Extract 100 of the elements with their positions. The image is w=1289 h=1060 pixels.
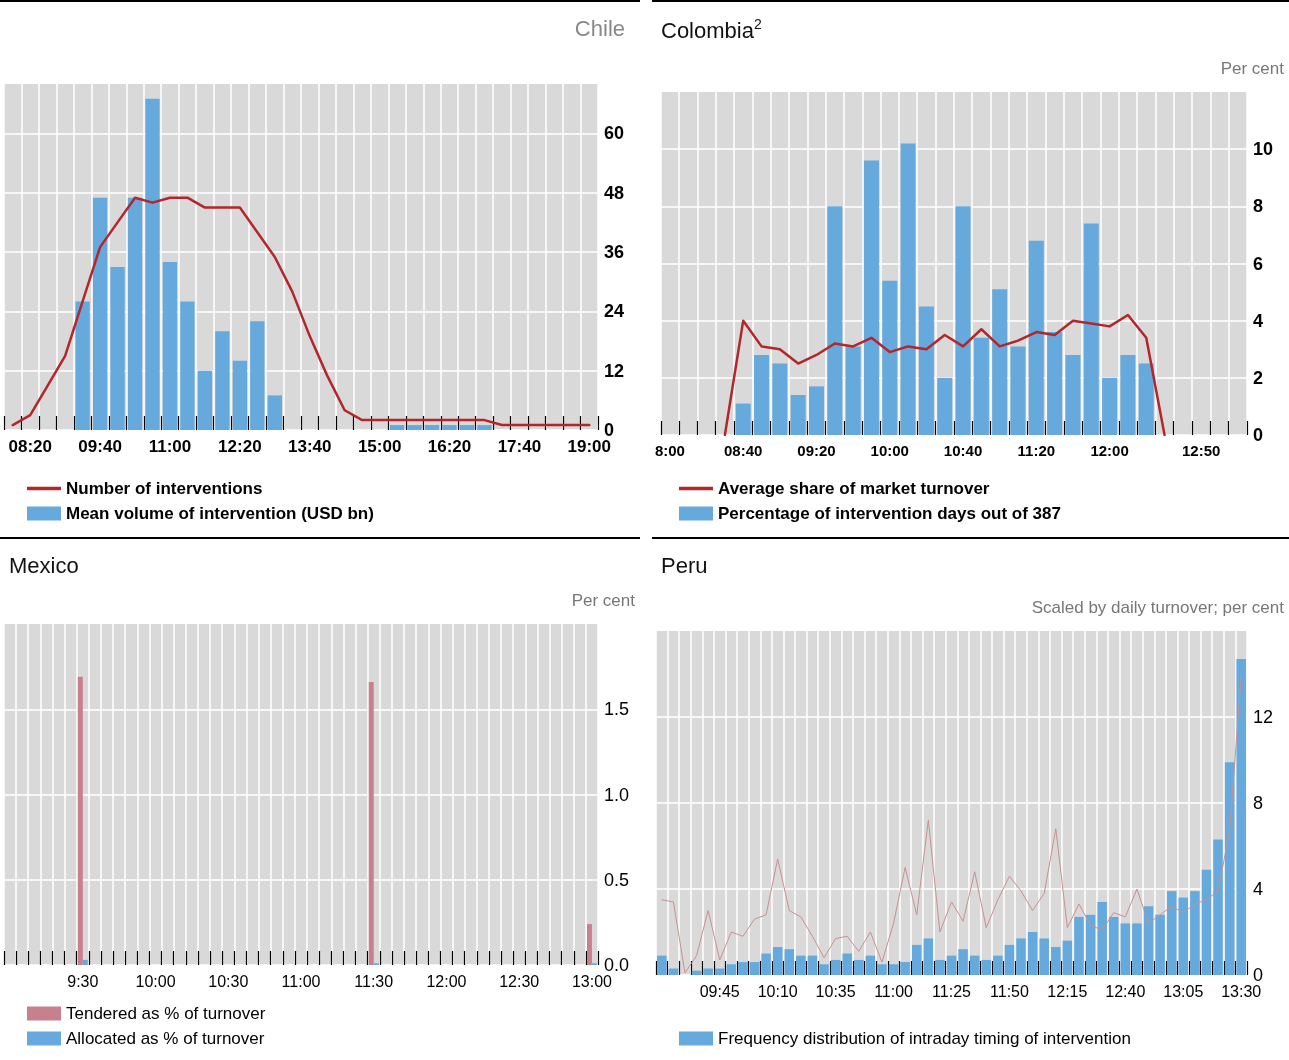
bar bbox=[1190, 891, 1200, 975]
bar bbox=[1039, 938, 1049, 975]
x-tick-label: 17:40 bbox=[497, 437, 542, 456]
y-axis-title: Per cent bbox=[571, 591, 636, 610]
bar bbox=[754, 354, 770, 435]
bar bbox=[368, 681, 374, 965]
legend-label: Tendered as % of turnover bbox=[66, 1004, 266, 1023]
bar bbox=[1097, 901, 1107, 975]
bar bbox=[935, 959, 945, 975]
x-tick-label: 12:15 bbox=[1047, 982, 1088, 1000]
y-tick-label: 10 bbox=[1253, 139, 1274, 160]
x-tick-label: 13:00 bbox=[571, 972, 613, 990]
bar bbox=[992, 289, 1008, 435]
bar bbox=[1028, 240, 1044, 435]
bar bbox=[459, 425, 475, 430]
bar bbox=[1065, 354, 1081, 435]
y-tick-label: 60 bbox=[604, 123, 625, 144]
x-tick-label: 19:00 bbox=[567, 437, 612, 456]
legend-label: Frequency distribution of intraday timing of intervention bbox=[718, 1029, 1131, 1048]
bar bbox=[1102, 377, 1118, 435]
x-tick-label: 11:00 bbox=[148, 437, 192, 456]
y-tick-label: 0 bbox=[1253, 425, 1264, 445]
y-tick-label: 12 bbox=[604, 360, 625, 381]
bar bbox=[1120, 923, 1131, 975]
bar bbox=[865, 955, 876, 975]
bar bbox=[946, 955, 957, 975]
x-tick-label: 11:20 bbox=[1017, 442, 1056, 459]
x-tick-label: 11:30 bbox=[354, 972, 394, 990]
y-axis-title: Per cent bbox=[1220, 59, 1285, 78]
bar bbox=[250, 321, 265, 430]
bar bbox=[877, 964, 887, 975]
bar bbox=[735, 403, 751, 435]
bar bbox=[937, 377, 953, 435]
y-axis-title: Scaled by daily turnover; per cent bbox=[1031, 598, 1285, 617]
y-tick-label: 1.0 bbox=[604, 784, 630, 805]
x-tick-label: 10:00 bbox=[135, 972, 176, 990]
x-tick-label: 12:40 bbox=[1105, 982, 1146, 1000]
x-tick-label: 12:50 bbox=[1182, 442, 1221, 459]
legend-label: Average share of market turnover bbox=[718, 479, 990, 498]
y-tick-label: 2 bbox=[1253, 367, 1264, 388]
y-tick-label: 0.0 bbox=[604, 955, 630, 975]
bar bbox=[1178, 897, 1189, 975]
bar bbox=[1083, 223, 1099, 435]
legend-label: Allocated as % of turnover bbox=[66, 1029, 265, 1048]
bar bbox=[1132, 923, 1142, 975]
bar bbox=[827, 206, 843, 435]
bar bbox=[1236, 658, 1246, 975]
bar bbox=[1138, 363, 1154, 435]
bar bbox=[267, 395, 282, 430]
x-tick-label: 09:45 bbox=[699, 982, 740, 1000]
x-tick-label: 12:00 bbox=[1090, 442, 1129, 459]
line-series bbox=[11, 196, 591, 427]
y-tick-label: 4 bbox=[1253, 310, 1264, 331]
bar bbox=[958, 949, 968, 975]
bar bbox=[424, 425, 440, 430]
line-series bbox=[661, 675, 1242, 974]
bar bbox=[882, 280, 898, 435]
x-tick-label: 13:40 bbox=[287, 437, 332, 456]
x-tick-label: 15:00 bbox=[357, 437, 402, 456]
bar bbox=[75, 301, 90, 430]
x-tick-label: 10:00 bbox=[870, 442, 909, 459]
bar bbox=[1143, 906, 1154, 975]
x-tick-label: 11:00 bbox=[281, 972, 321, 990]
bar bbox=[1085, 914, 1096, 975]
legend-label: Number of interventions bbox=[66, 479, 263, 498]
bar bbox=[703, 968, 713, 975]
bar bbox=[819, 964, 829, 975]
x-tick-label: 09:40 bbox=[78, 437, 122, 456]
y-tick-label: 8 bbox=[1253, 793, 1264, 813]
y-tick-label: 4 bbox=[1253, 879, 1264, 899]
bar bbox=[110, 266, 125, 430]
bar bbox=[477, 425, 492, 430]
bar bbox=[1166, 891, 1177, 975]
bar bbox=[657, 955, 667, 975]
bar bbox=[761, 953, 771, 975]
bar bbox=[790, 394, 806, 435]
bar bbox=[796, 955, 806, 975]
bar bbox=[389, 425, 405, 430]
bar bbox=[900, 143, 916, 435]
x-tick-label: 11:00 bbox=[874, 982, 914, 1000]
y-tick-label: 0.5 bbox=[604, 869, 630, 890]
bar bbox=[854, 959, 864, 975]
chart-title: Mexico bbox=[9, 552, 79, 578]
bar bbox=[981, 959, 992, 975]
chart-title: Peru bbox=[661, 552, 708, 578]
bar bbox=[845, 346, 861, 435]
bar bbox=[145, 98, 160, 430]
y-tick-label: 24 bbox=[604, 301, 625, 322]
y-tick-label: 48 bbox=[604, 182, 625, 203]
bar bbox=[808, 386, 824, 435]
bar bbox=[842, 953, 852, 975]
bar bbox=[969, 955, 980, 975]
bar bbox=[973, 337, 989, 435]
bar bbox=[888, 964, 899, 975]
x-tick-label: 09:20 bbox=[797, 442, 836, 459]
bar bbox=[918, 306, 934, 435]
x-tick-label: 11:50 bbox=[990, 982, 1029, 1000]
x-tick-label: 9:30 bbox=[67, 972, 99, 990]
x-tick-label: 10:30 bbox=[208, 972, 249, 990]
x-tick-label: 8:00 bbox=[654, 442, 685, 459]
